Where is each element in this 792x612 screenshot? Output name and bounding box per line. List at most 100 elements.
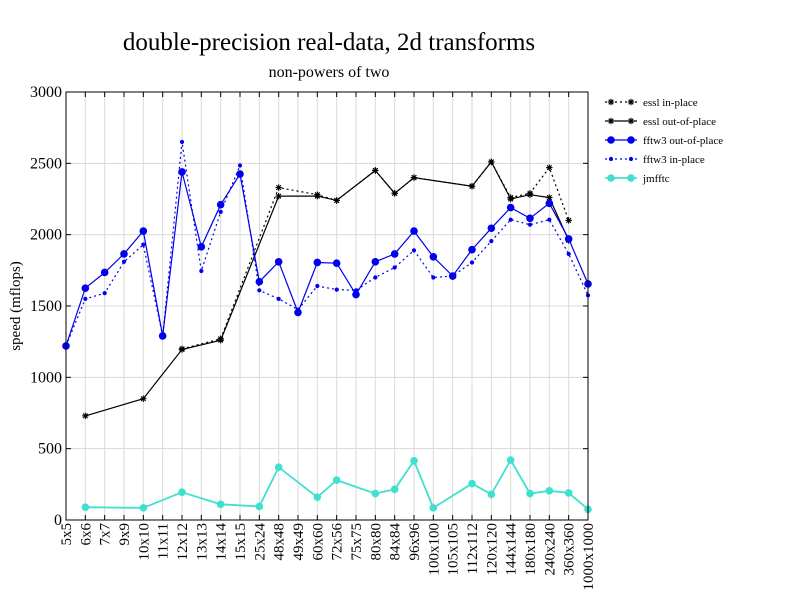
data-point — [410, 456, 418, 465]
series-2 — [62, 168, 592, 350]
legend-marker — [628, 156, 634, 162]
data-point — [488, 158, 495, 166]
legend-label: fftw3 in-place — [643, 154, 705, 166]
x-tick-label: 9x9 — [117, 523, 133, 546]
data-point — [506, 456, 515, 464]
data-point — [216, 500, 225, 509]
data-point — [178, 168, 186, 176]
y-tick-label: 2500 — [30, 155, 62, 172]
data-point — [218, 209, 223, 214]
data-point — [275, 192, 282, 200]
data-point — [566, 251, 571, 257]
x-tick-label: 96x96 — [407, 523, 423, 561]
x-tick-label: 10x10 — [136, 523, 152, 561]
x-tick-label: 7x7 — [98, 523, 114, 546]
data-point — [120, 250, 128, 258]
data-point — [274, 257, 283, 266]
data-point — [121, 259, 127, 264]
data-point — [255, 277, 264, 286]
data-point — [411, 248, 417, 253]
data-point — [429, 252, 438, 261]
x-tick-label: 72x56 — [330, 523, 346, 561]
data-point — [450, 273, 455, 279]
legend-label: fftw3 out-of-place — [643, 135, 723, 147]
x-tick-label: 14x14 — [214, 523, 230, 561]
data-point — [545, 199, 554, 208]
x-tick-label: 80x80 — [368, 523, 384, 561]
data-point — [82, 412, 89, 420]
data-point — [526, 489, 534, 498]
x-tick-label: 120x120 — [484, 523, 500, 576]
series-line — [65, 171, 589, 347]
data-point — [506, 203, 515, 212]
series-1 — [82, 158, 572, 420]
legend-marker — [627, 174, 635, 182]
y-tick-label: 3000 — [30, 84, 62, 101]
data-point — [313, 258, 322, 267]
data-point — [139, 504, 148, 512]
x-tick-label: 84x84 — [388, 523, 404, 561]
x-tick-label: 144x144 — [504, 523, 520, 576]
chart-subtitle: non-powers of two — [269, 64, 390, 81]
x-tick-label: 49x49 — [291, 523, 307, 561]
data-point — [468, 182, 476, 190]
data-point — [294, 308, 302, 317]
data-point — [352, 290, 360, 299]
data-point — [315, 283, 320, 289]
data-point — [371, 257, 380, 266]
x-tick-label: 112x112 — [465, 523, 481, 574]
data-point — [410, 227, 418, 235]
data-point — [353, 288, 359, 293]
legend-marker — [627, 117, 635, 125]
y-tick-label: 0 — [54, 512, 62, 529]
data-point — [236, 170, 244, 178]
data-point — [276, 296, 281, 301]
data-point — [314, 192, 321, 200]
data-point — [140, 395, 147, 402]
data-point — [564, 235, 573, 243]
legend-label: essl out-of-place — [643, 116, 716, 128]
data-point — [197, 242, 206, 251]
x-tick-label: 360x360 — [562, 523, 578, 576]
x-tick-label: 6x6 — [78, 523, 94, 546]
x-tick-label: 25x24 — [252, 523, 268, 561]
y-axis-label: speed (mflops) — [8, 261, 24, 351]
data-point — [545, 486, 554, 495]
chart-title: double-precision real-data, 2d transform… — [123, 29, 535, 56]
y-tick-label: 2000 — [30, 227, 62, 244]
x-tick-label: 100x100 — [426, 523, 442, 576]
data-point — [334, 287, 339, 292]
y-ticks: 0 500 1000 1500 2000 2500 3000 — [30, 84, 588, 529]
legend-marker — [627, 98, 635, 106]
x-tick-label: 75x75 — [349, 523, 365, 561]
legend-label: jmfftc — [642, 173, 670, 185]
data-point — [216, 200, 225, 209]
data-point — [508, 217, 513, 222]
x-tick-label: 11x11 — [156, 523, 172, 559]
x-tick-label: 5x5 — [59, 523, 75, 546]
x-tick-label: 12x12 — [175, 523, 191, 561]
data-point — [373, 275, 378, 280]
x-tick-label: 13x13 — [194, 523, 210, 561]
data-point — [160, 333, 165, 339]
x-tick-label: 48x48 — [272, 523, 288, 561]
data-point — [102, 291, 107, 296]
data-point — [178, 488, 186, 496]
data-point — [547, 217, 552, 222]
data-point — [431, 275, 436, 280]
series-line — [181, 160, 570, 350]
legend-marker — [607, 98, 615, 106]
data-point — [371, 489, 380, 498]
series-3 — [63, 139, 591, 349]
data-point — [295, 307, 301, 312]
data-point — [217, 337, 224, 344]
data-point — [546, 194, 553, 201]
data-point — [100, 268, 109, 277]
y-tick-label: 1500 — [30, 298, 62, 315]
data-point — [274, 463, 283, 472]
data-point — [564, 489, 573, 497]
data-point — [565, 217, 572, 224]
series-4 — [81, 456, 592, 514]
data-point — [526, 191, 534, 198]
